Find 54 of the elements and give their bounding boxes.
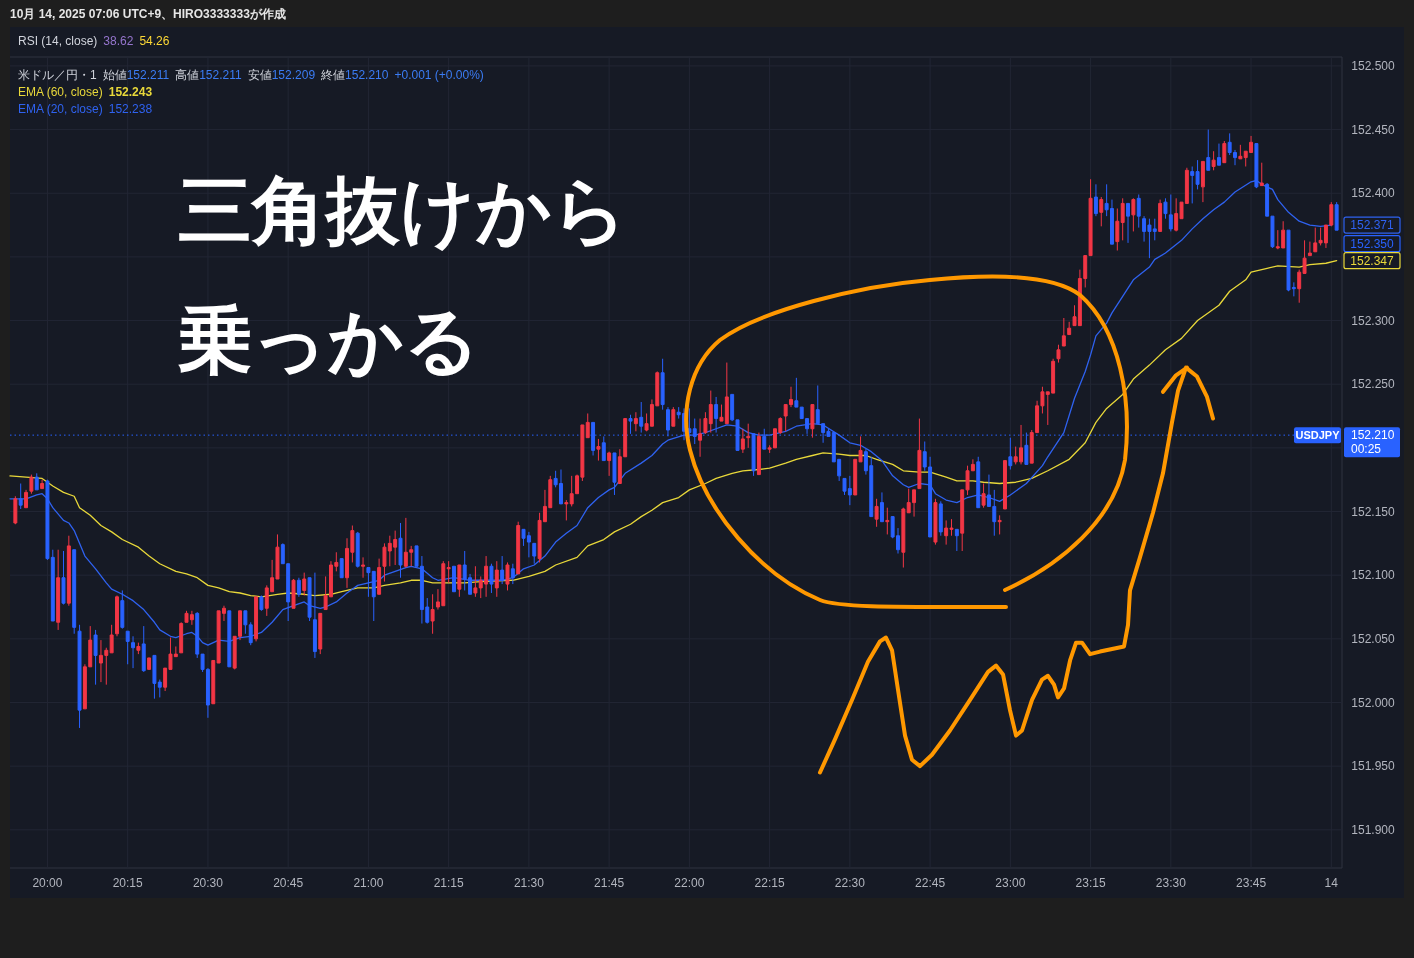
y-tick-label: 152.400 bbox=[1351, 186, 1396, 201]
text: 152.347 bbox=[1350, 253, 1395, 268]
annotation: 高値 bbox=[175, 68, 200, 82]
annotation: 始値 bbox=[102, 68, 127, 82]
x-tick-label: 23:45 bbox=[1236, 876, 1267, 890]
x-tick-label: 23:30 bbox=[1155, 876, 1187, 890]
text: 152.210 bbox=[1351, 428, 1395, 443]
annotation: 152.211 bbox=[126, 68, 170, 82]
annotation: 152.210 bbox=[345, 68, 389, 82]
x-tick-label: 20:15 bbox=[112, 876, 144, 890]
x-tick-label: 20:45 bbox=[273, 876, 304, 890]
text: 152.371 bbox=[1350, 218, 1395, 233]
annotation: 152.209 bbox=[271, 68, 316, 82]
annotation: 152.238 bbox=[108, 102, 153, 116]
annotation: 終値 bbox=[320, 68, 346, 82]
annotation: 安値 bbox=[247, 68, 272, 82]
ref-line-label: USDJPY bbox=[1295, 428, 1341, 441]
text: RSI (14, close) bbox=[18, 34, 98, 48]
x-tick-label: 14 bbox=[1324, 876, 1339, 890]
text: EMA (20, close) bbox=[18, 102, 103, 116]
text: 38.62 bbox=[103, 34, 134, 48]
annotation: +0.001 (+0.00%) bbox=[394, 68, 484, 82]
x-tick-label: 21:30 bbox=[513, 876, 545, 890]
x-tick-label: 22:30 bbox=[834, 876, 866, 890]
y-tick-label: 152.300 bbox=[1351, 313, 1396, 328]
x-tick-label: 23:00 bbox=[995, 876, 1026, 890]
x-tick-label: 21:00 bbox=[353, 876, 384, 890]
x-tick-label: 23:15 bbox=[1075, 876, 1106, 890]
annotation: 152.243 bbox=[108, 85, 153, 99]
y-tick-label: 151.900 bbox=[1351, 823, 1396, 838]
x-tick-label: 21:45 bbox=[594, 876, 625, 890]
x-tick-label: 20:00 bbox=[32, 876, 63, 890]
text: EMA (60, close) bbox=[18, 85, 103, 99]
x-tick-label: 20:30 bbox=[192, 876, 224, 890]
y-tick-label: 152.050 bbox=[1351, 632, 1396, 647]
y-tick-label: 151.950 bbox=[1351, 759, 1396, 774]
text: 54.26 bbox=[139, 34, 170, 48]
y-tick-label: 152.500 bbox=[1351, 59, 1396, 74]
x-tick-label: 22:15 bbox=[754, 876, 785, 890]
x-tick-label: 21:15 bbox=[433, 876, 464, 890]
y-tick-label: 152.000 bbox=[1351, 695, 1396, 710]
text: 152.350 bbox=[1350, 236, 1395, 251]
chart-title: 10月 14, 2025 07:06 UTC+9、HIRO3333333が作成 bbox=[10, 7, 286, 21]
text: 米ドル／円・1 bbox=[18, 68, 97, 82]
text: 00:25 bbox=[1351, 442, 1382, 457]
y-tick-label: 152.100 bbox=[1351, 568, 1396, 583]
annotation: 三角抜けから bbox=[178, 167, 628, 253]
y-tick-label: 152.450 bbox=[1351, 122, 1396, 137]
y-tick-label: 152.250 bbox=[1351, 377, 1396, 392]
y-tick-label: 152.150 bbox=[1351, 504, 1396, 519]
x-tick-label: 22:45 bbox=[915, 876, 946, 890]
annotation: 乗っかる bbox=[178, 297, 480, 383]
annotation: 152.211 bbox=[199, 68, 242, 82]
x-tick-label: 22:00 bbox=[674, 876, 705, 890]
